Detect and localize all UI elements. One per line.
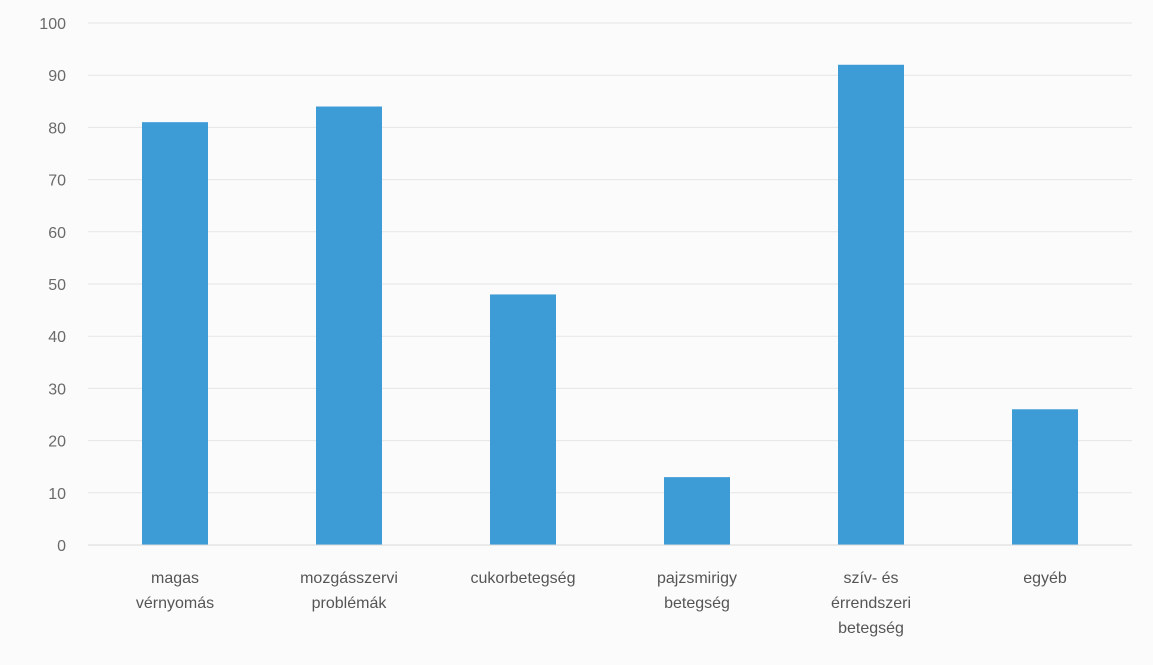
y-tick-label: 60 bbox=[48, 225, 66, 242]
gridlines bbox=[88, 22, 1132, 494]
x-category-label: cukorbetegség bbox=[471, 570, 576, 587]
x-category-label: mozgásszervi problémák bbox=[300, 570, 398, 612]
x-category-label: egyéb bbox=[1023, 570, 1067, 587]
y-axis-ticks: 0 10 20 30 40 50 60 70 80 90 100 bbox=[39, 16, 66, 555]
bar bbox=[490, 294, 556, 545]
y-tick-label: 70 bbox=[48, 173, 66, 190]
y-tick-label: 100 bbox=[39, 16, 66, 33]
y-tick-label: 10 bbox=[48, 486, 66, 503]
y-tick-label: 0 bbox=[57, 538, 66, 555]
y-tick-label: 50 bbox=[48, 277, 66, 294]
bar bbox=[316, 106, 382, 546]
y-tick-label: 90 bbox=[48, 68, 66, 85]
x-category-label: magas vérnyomás bbox=[136, 570, 214, 612]
bar bbox=[838, 64, 904, 545]
y-tick-label: 30 bbox=[48, 381, 66, 398]
x-category-label: pajzsmirigy betegség bbox=[657, 570, 737, 612]
bar bbox=[142, 122, 208, 546]
y-tick-label: 20 bbox=[48, 434, 66, 451]
bars bbox=[142, 64, 1078, 546]
y-tick-label: 40 bbox=[48, 329, 66, 346]
x-axis-labels: magas vérnyomás mozgásszervi problémák cukor… bbox=[136, 570, 1067, 637]
bar bbox=[1012, 409, 1078, 545]
y-tick-label: 80 bbox=[48, 120, 66, 137]
x-category-label: szív- és érrendszeri betegség bbox=[831, 570, 911, 637]
bar bbox=[664, 477, 730, 545]
